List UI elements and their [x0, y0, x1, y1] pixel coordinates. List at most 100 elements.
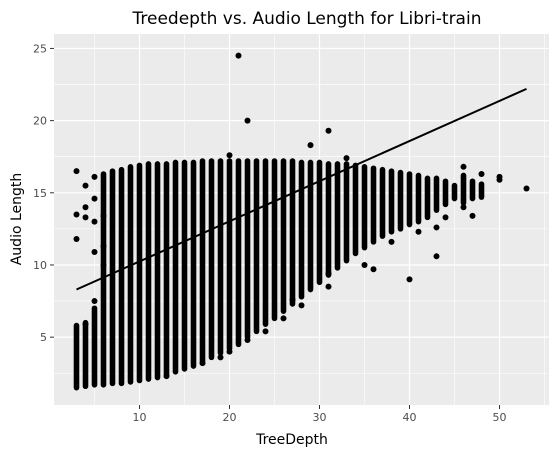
x-tick-label: 20: [223, 411, 237, 424]
chart-title: Treedepth vs. Audio Length for Libri-tra…: [132, 9, 482, 29]
x-axis-ticks: 10 20 30 40 50: [133, 405, 507, 424]
scatter-point: [73, 168, 80, 175]
point-column: [397, 169, 404, 232]
scatter-point: [163, 373, 170, 380]
scatter-point: [343, 155, 350, 162]
point-column: [334, 161, 341, 271]
point-column: [379, 166, 386, 239]
scatter-point: [226, 348, 233, 355]
point-column: [217, 158, 224, 356]
scatter-point: [226, 152, 233, 159]
point-column: [361, 164, 368, 251]
scatter-point: [91, 218, 98, 225]
scatter-point: [361, 261, 368, 268]
scatter-point: [82, 204, 89, 211]
trend-line: [76, 87, 527, 291]
point-column: [118, 166, 125, 387]
x-axis-label: TreeDepth: [255, 432, 328, 448]
point-column: [343, 161, 350, 264]
scatter-point: [307, 142, 314, 149]
point-column: [316, 159, 323, 286]
point-column: [208, 158, 215, 361]
scatter-point: [244, 117, 251, 124]
point-column: [226, 158, 233, 352]
scatter-point: [235, 52, 242, 59]
scatter-point: [262, 328, 269, 335]
scatter-point: [91, 173, 98, 180]
scatter-point: [289, 296, 296, 303]
y-tick-label: 20: [33, 115, 47, 128]
point-column: [190, 159, 197, 369]
scatter-point: [91, 298, 98, 305]
scatter-point: [478, 171, 485, 178]
scatter-point: [91, 248, 98, 255]
point-column: [406, 171, 413, 228]
y-tick-label: 10: [33, 259, 47, 272]
point-column: [424, 175, 431, 221]
point-column: [253, 158, 260, 335]
scatter-point: [523, 185, 530, 192]
scatter-point: [244, 337, 251, 344]
x-tick-label: 40: [403, 411, 417, 424]
scatter-point: [82, 321, 89, 328]
scatter-point: [82, 214, 89, 221]
x-tick-label: 10: [133, 411, 147, 424]
point-column: [181, 159, 188, 372]
scatter-point: [325, 270, 332, 277]
point-column: [127, 164, 134, 385]
scatter-point: [406, 276, 413, 283]
scatter-point: [370, 266, 377, 273]
scatter-points: [73, 52, 530, 380]
point-column: [271, 158, 278, 322]
point-column: [91, 305, 98, 388]
x-tick-label: 30: [313, 411, 327, 424]
point-column: [154, 161, 161, 381]
scatter-point: [298, 302, 305, 309]
y-tick-label: 25: [33, 42, 47, 55]
point-column: [235, 158, 242, 348]
scatter-point: [73, 235, 80, 242]
point-column: [82, 319, 89, 390]
point-column: [415, 172, 422, 225]
point-column: [73, 322, 80, 391]
scatter-point: [325, 283, 332, 290]
point-column: [280, 158, 287, 314]
point-column: [352, 162, 359, 257]
point-column: [298, 159, 305, 300]
point-column: [388, 168, 395, 235]
scatter-point: [460, 163, 467, 170]
point-column: [451, 182, 458, 202]
point-column: [100, 171, 107, 388]
y-axis-ticks: 5 10 15 20 25: [33, 42, 54, 344]
x-tick-label: 50: [493, 411, 507, 424]
scatter-point: [460, 204, 467, 211]
point-column: [325, 161, 332, 278]
point-column: [136, 162, 143, 384]
point-column: [244, 158, 251, 340]
point-column: [163, 161, 170, 378]
y-axis-label: Audio Length: [9, 173, 25, 266]
scatter-point: [91, 195, 98, 202]
point-column: [172, 159, 179, 375]
point-column: [370, 165, 377, 245]
scatter-point: [73, 211, 80, 218]
scatter-point: [325, 127, 332, 134]
point-column: [262, 158, 269, 327]
point-column: [442, 178, 449, 208]
scatter-point: [82, 182, 89, 189]
scatter-point: [415, 228, 422, 235]
scatter-point: [100, 212, 107, 219]
y-tick-label: 5: [40, 331, 47, 344]
scatter-point: [433, 224, 440, 231]
point-column: [478, 181, 485, 200]
scatter-point: [469, 212, 476, 219]
point-column: [145, 161, 152, 382]
point-column: [199, 158, 206, 365]
scatter-point: [280, 315, 287, 322]
scatter-point: [388, 238, 395, 245]
scatter-point: [442, 214, 449, 221]
scatter-point: [433, 253, 440, 260]
scatter-point: [217, 354, 224, 361]
